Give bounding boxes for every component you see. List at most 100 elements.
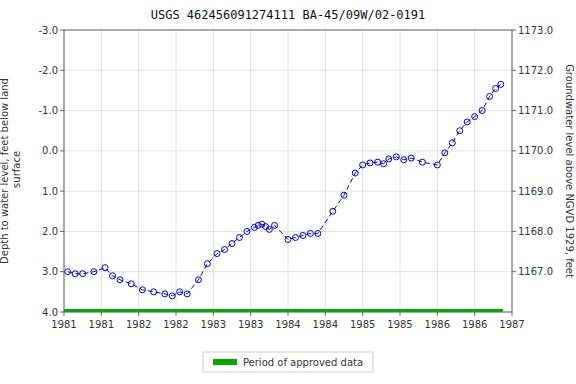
point [393, 154, 399, 160]
point [91, 269, 97, 275]
grid-line [101, 30, 102, 312]
point [204, 261, 210, 267]
point [401, 157, 407, 163]
legend: Period of approved data [203, 352, 373, 372]
point [408, 155, 414, 161]
point [300, 232, 306, 238]
point [341, 192, 347, 198]
tick-mark [213, 312, 214, 316]
tick-label: 0.0 [42, 145, 58, 156]
tick-mark [60, 231, 64, 232]
grid-line [325, 30, 326, 312]
tick-mark [400, 312, 401, 316]
tick-label: -2.0 [38, 65, 58, 76]
tick-mark [176, 312, 177, 316]
tick-label: 1986 [462, 319, 487, 330]
tick-label: 1986 [425, 319, 450, 330]
point [360, 162, 366, 168]
grid-line [213, 30, 214, 312]
tick-label: 1.0 [42, 186, 58, 197]
tick-mark [250, 312, 251, 316]
point [449, 140, 455, 146]
grid-line [400, 30, 401, 312]
tick-label: 1982 [163, 319, 188, 330]
point [195, 277, 201, 283]
legend-box [203, 352, 373, 372]
tick-mark [64, 312, 65, 316]
tick-label: 1168.0 [518, 226, 553, 237]
tick-mark [60, 150, 64, 151]
point [162, 291, 168, 297]
title: USGS 462456091274111 BA-45/09W/02-0191 [151, 8, 426, 22]
tick-label: 1985 [350, 319, 375, 330]
tick-mark [512, 150, 516, 151]
point [214, 251, 220, 257]
point [292, 234, 298, 240]
point [110, 273, 116, 279]
data [64, 81, 504, 312]
point [457, 128, 463, 134]
point [330, 208, 336, 214]
point [386, 156, 392, 162]
point [139, 287, 145, 293]
tick-label: -3.0 [38, 25, 58, 36]
tick-mark [437, 312, 438, 316]
point [72, 271, 78, 277]
point [266, 226, 272, 232]
point [65, 269, 71, 275]
grid-line [64, 271, 512, 272]
axis-label: Groundwater level above NGVD 1929, feet [564, 64, 575, 278]
legend-item: Period of approved data [213, 357, 363, 368]
tick-mark [362, 312, 363, 316]
grid-line [138, 30, 139, 312]
tick-label: 1984 [313, 319, 338, 330]
tick-label: 1169.0 [518, 186, 553, 197]
tick-mark [512, 110, 516, 111]
grid-line [176, 30, 177, 312]
tick-label: 1985 [387, 319, 412, 330]
point [442, 150, 448, 156]
point [498, 81, 504, 87]
axis-label: Depth to water level, feet below land su… [0, 78, 22, 264]
point [244, 228, 250, 234]
point [487, 93, 493, 99]
tick-label: 1982 [126, 319, 151, 330]
tick-label: 1983 [201, 319, 226, 330]
point [222, 247, 228, 253]
tick-label: 1981 [89, 319, 114, 330]
point [381, 161, 387, 167]
point [307, 230, 313, 236]
point [472, 114, 478, 120]
point [177, 289, 183, 295]
point [464, 119, 470, 125]
tick-label: 1172.0 [518, 65, 553, 76]
grid-line [437, 30, 438, 312]
grid-line [64, 150, 512, 151]
tick-label: 1173.0 [518, 25, 553, 36]
tick-label: 1171.0 [518, 105, 553, 116]
point [419, 159, 425, 165]
grid-line [474, 30, 475, 312]
tick-mark [512, 70, 516, 71]
tick-label: 1981 [51, 319, 76, 330]
chart: 1981198119821982198319831984198419851985… [0, 0, 576, 384]
point [272, 222, 278, 228]
tick-mark [60, 271, 64, 272]
tick-mark [512, 271, 516, 272]
point [102, 265, 108, 271]
tick-mark [60, 312, 64, 313]
axis-label-line: surface [11, 151, 22, 191]
tick-label: 1170.0 [518, 145, 553, 156]
tick-mark [512, 231, 516, 232]
point [285, 236, 291, 242]
grid-line [64, 110, 512, 111]
tick-label: 2.0 [42, 226, 58, 237]
legend-label: Period of approved data [243, 357, 363, 368]
point [315, 230, 321, 236]
tick-mark [288, 312, 289, 316]
tick-mark [60, 191, 64, 192]
axes: 1981198119821982198319831984198419851985… [38, 25, 553, 331]
point [367, 160, 373, 166]
tick-mark [138, 312, 139, 316]
tick-mark [474, 312, 475, 316]
